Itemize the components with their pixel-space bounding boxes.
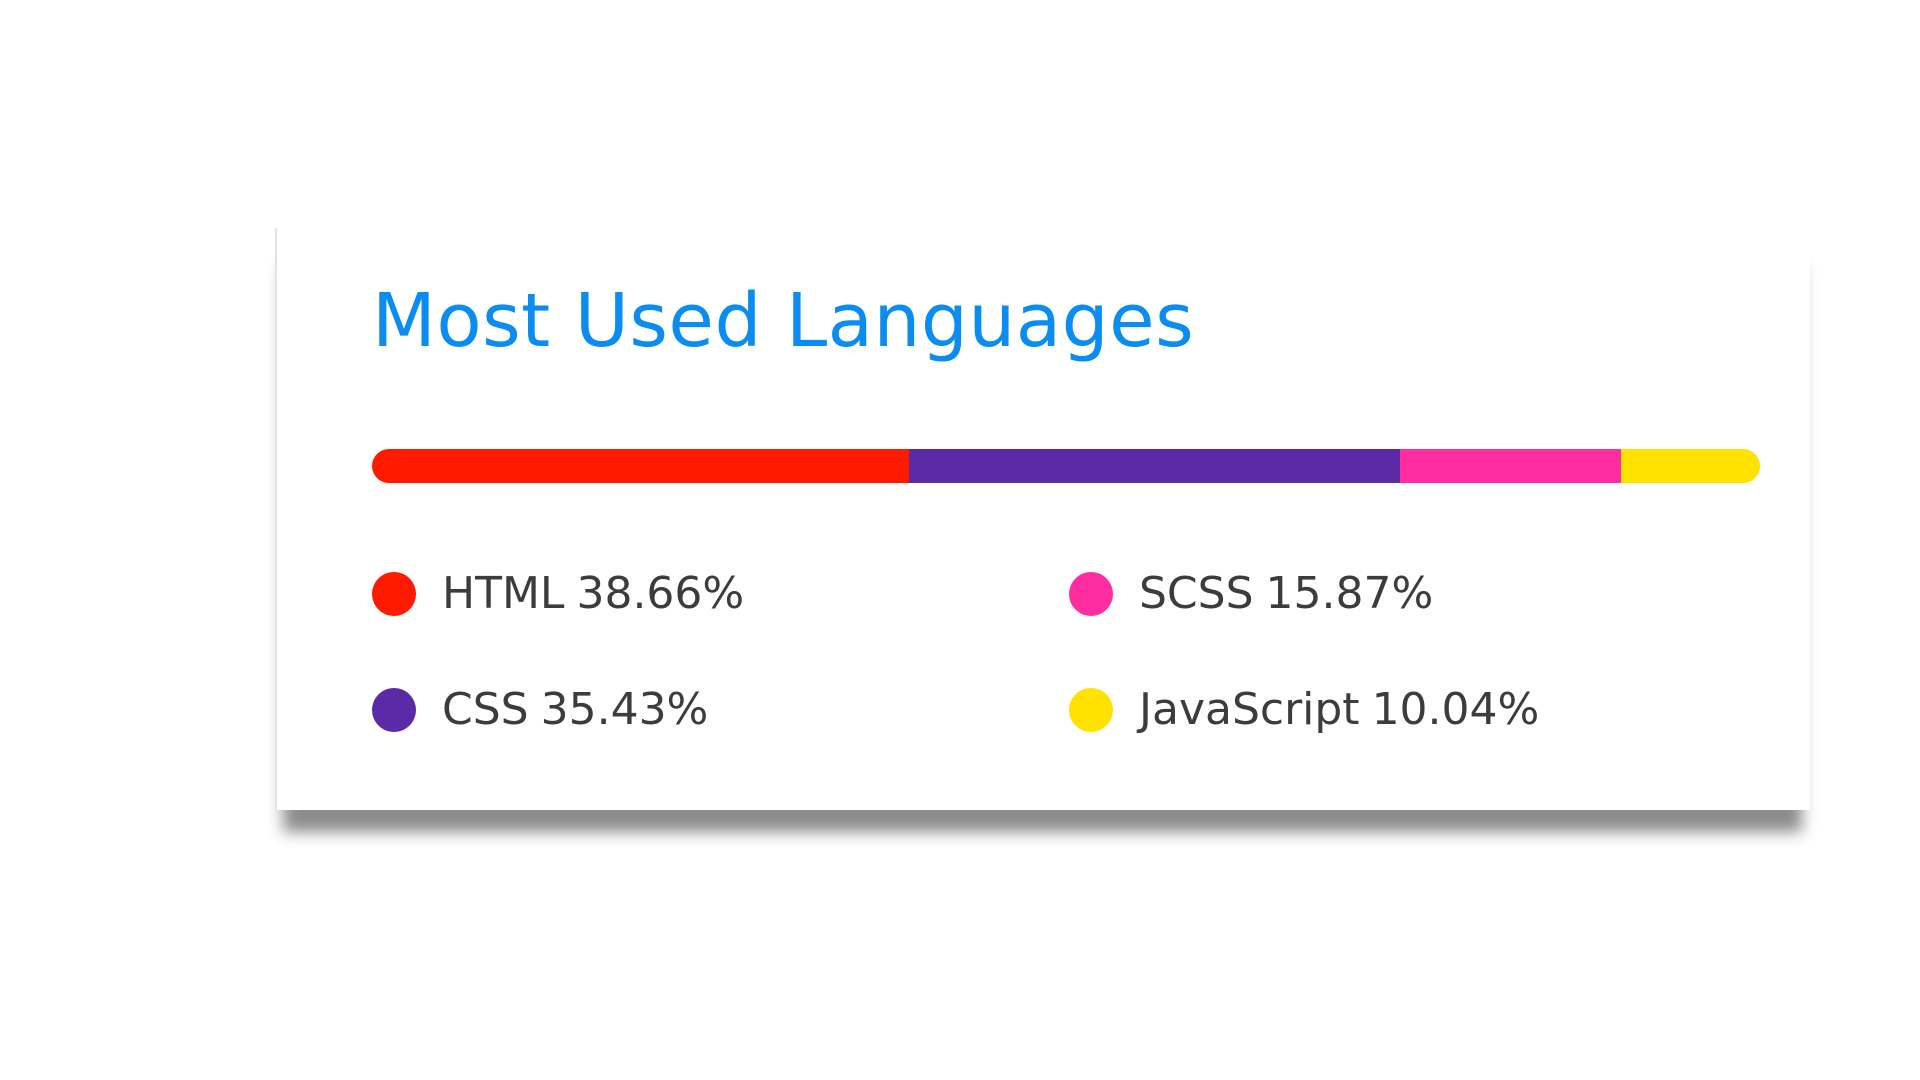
bar-segment-javascript — [1620, 449, 1760, 483]
legend-label-1: CSS — [442, 684, 529, 735]
bar-segment-css — [908, 449, 1401, 483]
legend-label-0: HTML — [442, 568, 565, 619]
legend-value-0: 38.66% — [576, 568, 745, 619]
legend-value-1: 35.43% — [540, 684, 709, 735]
legend-dot-3 — [1069, 687, 1113, 732]
chart-title: Most Used Languages — [372, 278, 1195, 364]
bar-segment-scss — [1400, 449, 1621, 483]
legend-value-3: 10.04% — [1371, 684, 1540, 735]
legend-item-0: HTML 38.66% — [372, 568, 744, 619]
legend-label-2: SCSS — [1139, 568, 1254, 619]
legend-value-2: 15.87% — [1265, 568, 1434, 619]
legend-dot-2 — [1069, 571, 1113, 616]
stacked-progress-bar — [372, 449, 1760, 483]
legend-item-1: CSS 35.43% — [372, 684, 708, 735]
legend-label-3: JavaScript — [1139, 684, 1360, 735]
legend-item-3: JavaScript 10.04% — [1069, 684, 1539, 735]
languages-card: Most Used Languages HTML 38.66% CSS 35.43%… — [275, 228, 1810, 810]
legend-dot-1 — [372, 687, 416, 732]
bar-segment-html — [372, 449, 909, 483]
legend-dot-0 — [372, 571, 416, 616]
legend-item-2: SCSS 15.87% — [1069, 568, 1433, 619]
